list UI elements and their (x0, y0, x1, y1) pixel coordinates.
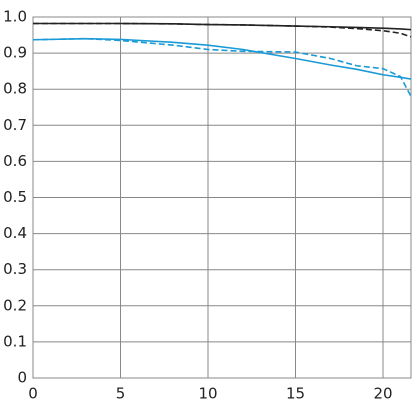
y-tick-label: 0.1 (3, 332, 27, 350)
mtf-line (33, 22, 412, 38)
y-tick-label: 0.3 (3, 260, 27, 278)
x-tick-label: 5 (116, 385, 126, 403)
y-tick-label: 0.2 (3, 296, 27, 314)
x-tick-label: 15 (286, 385, 305, 403)
y-tick-label: 0.8 (3, 80, 27, 98)
y-tick-label: 0 (17, 369, 27, 387)
mtf-line (32, 37, 412, 80)
y-tick-label: 0.9 (3, 44, 27, 62)
y-tick-label: 1.0 (3, 8, 27, 26)
x-tick-label: 10 (198, 385, 217, 403)
x-tick-label: 20 (373, 385, 392, 403)
y-tick-label: 0.6 (3, 152, 27, 170)
y-tick-label: 0.5 (3, 188, 27, 206)
y-tick-label: 0.4 (3, 224, 27, 242)
y-tick-label: 0.7 (3, 116, 27, 134)
mtf-line (32, 37, 412, 97)
x-tick-label: 0 (28, 385, 38, 403)
